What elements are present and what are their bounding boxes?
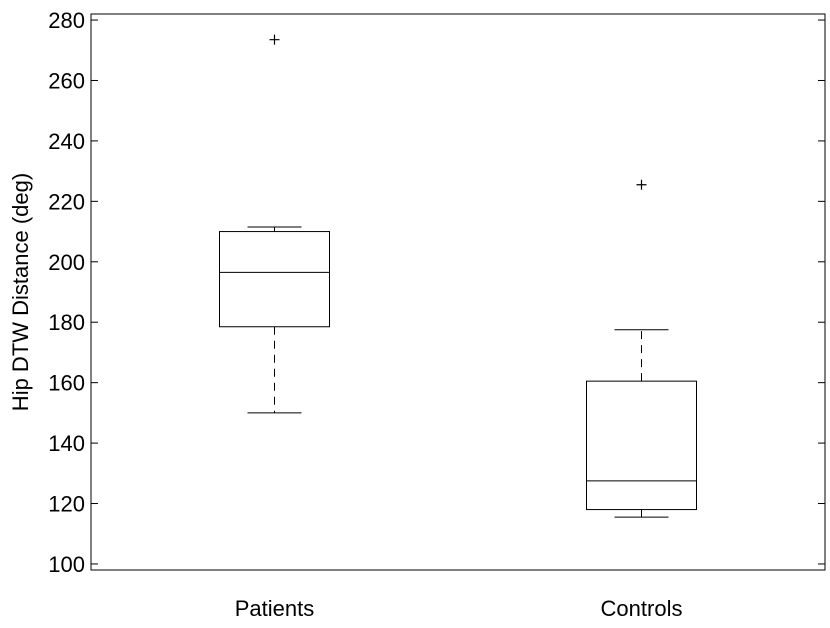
outlier-marker <box>269 34 280 45</box>
x-axis-categories: Patients Controls <box>235 596 683 621</box>
box-controls <box>586 179 697 518</box>
plot-area <box>90 13 826 571</box>
category-label: Controls <box>601 596 683 621</box>
outlier-marker <box>636 179 647 190</box>
iqr-box <box>219 231 330 328</box>
y-tick-label: 180 <box>48 310 85 335</box>
y-tick-label: 120 <box>48 492 85 517</box>
y-tick-label: 100 <box>48 552 85 577</box>
category-label: Patients <box>235 596 315 621</box>
y-tick-label: 160 <box>48 371 85 396</box>
y-tick-label: 220 <box>48 189 85 214</box>
boxes <box>219 34 697 518</box>
y-tick-label: 240 <box>48 129 85 154</box>
y-tick-label: 140 <box>48 431 85 456</box>
y-tick-label: 200 <box>48 250 85 275</box>
y-tick-label: 280 <box>48 8 85 33</box>
iqr-box <box>586 380 697 511</box>
y-axis-label: Hip DTW Distance (deg) <box>8 173 33 411</box>
y-tick-label: 260 <box>48 68 85 93</box>
y-axis-ticks: 100 120 140 160 180 200 220 240 260 280 <box>48 8 825 577</box>
box-patients <box>219 34 330 414</box>
plot-frame <box>90 13 826 571</box>
